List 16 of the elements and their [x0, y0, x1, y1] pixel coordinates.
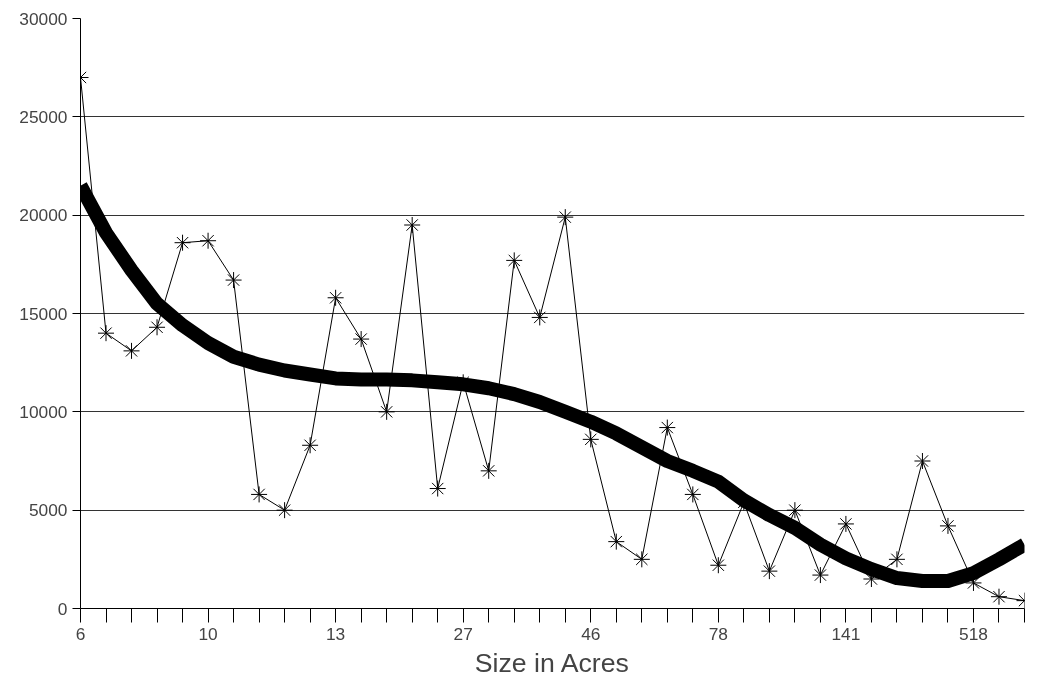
y-tick-label: 20000	[19, 205, 68, 226]
x-tick-label: 13	[326, 623, 346, 644]
x-tick-label: 141	[831, 623, 861, 644]
x-tick-label: 27	[453, 623, 473, 644]
y-tick-label: 5000	[28, 500, 68, 521]
y-tick-label: 0	[57, 598, 68, 619]
y-tick-label: 10000	[19, 401, 68, 422]
y-tick-label: 25000	[19, 106, 68, 127]
x-tick-label: 518	[959, 623, 988, 644]
y-tick-label: 15000	[19, 303, 68, 324]
x-tick-label: 6	[75, 623, 86, 644]
x-tick-label: 46	[581, 623, 601, 644]
x-tick-label: 78	[708, 623, 728, 644]
x-tick-label: 10	[198, 623, 218, 644]
x-axis-title: Size in Acres	[474, 647, 629, 678]
y-tick-label: 30000	[19, 8, 68, 29]
